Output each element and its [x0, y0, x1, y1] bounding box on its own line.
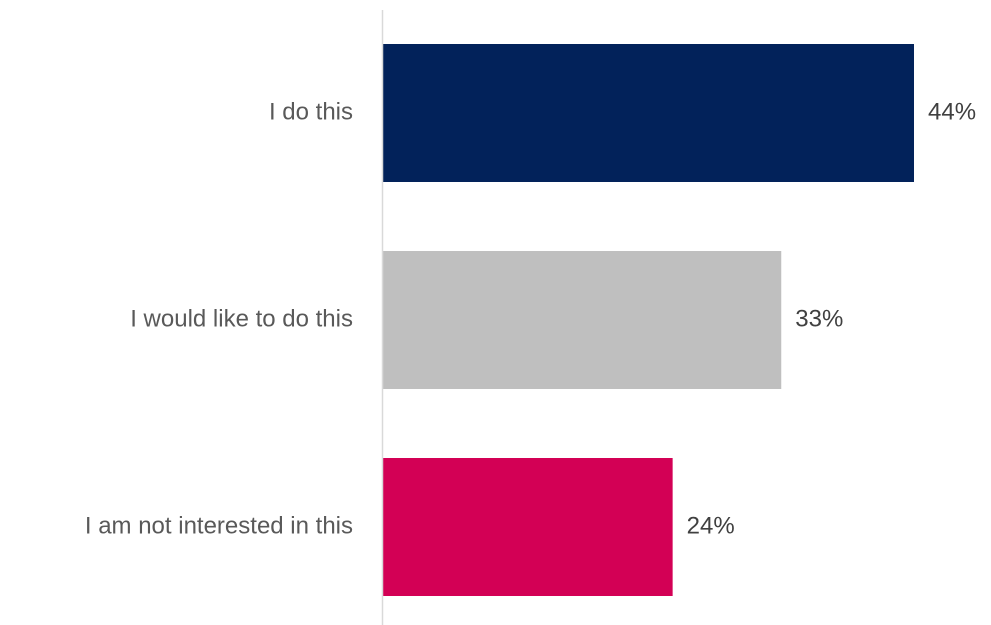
value-labels-group: 44% 33% 24%: [687, 98, 976, 539]
bar-2: [383, 251, 782, 389]
category-label-2: I would like to do this: [130, 305, 353, 332]
value-label-2: 33%: [795, 305, 843, 332]
category-label-1: I do this: [269, 98, 353, 125]
bar-3: [383, 458, 673, 596]
category-labels-group: I do this I would like to do this I am not…: [85, 98, 353, 539]
category-label-3: I am not interested in this: [85, 512, 353, 539]
bars-group: [383, 44, 914, 596]
value-label-1: 44%: [928, 98, 976, 125]
value-label-3: 24%: [687, 512, 735, 539]
bar-1: [383, 44, 914, 182]
